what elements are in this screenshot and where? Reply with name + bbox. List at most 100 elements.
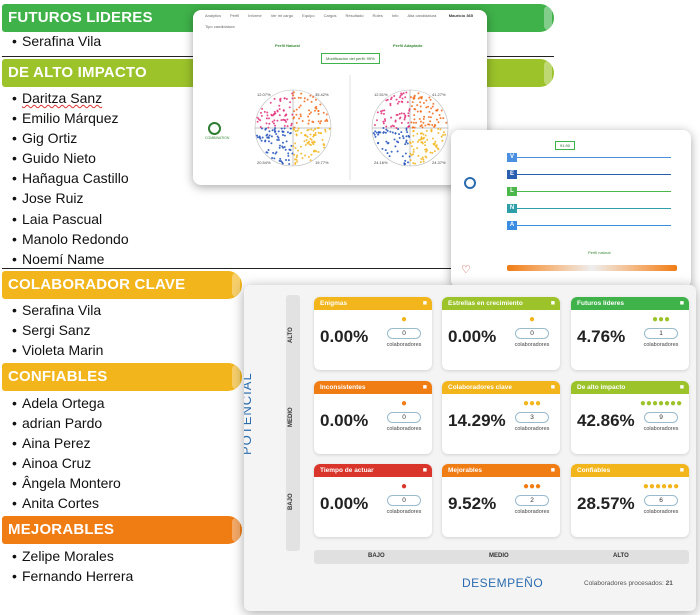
natural-point: [274, 124, 277, 127]
adapted-point: [427, 105, 430, 108]
adapted-point: [390, 116, 393, 119]
adapted-point: [419, 138, 422, 141]
category-header-mejorables: MEJORABLES: [2, 516, 242, 544]
adapted-point: [420, 124, 423, 127]
ninebox-card[interactable]: Confiables ■ 28.57% ●●●●●● 6 colaborador…: [571, 464, 689, 537]
ninebox-card[interactable]: De alto impacto ■ 42.86% ●●●●●●● 9 colab…: [571, 381, 689, 454]
adapted-point: [432, 102, 435, 105]
natural-point: [301, 119, 304, 122]
adapted-point: [404, 143, 407, 146]
natural-point: [308, 143, 311, 146]
adapted-point: [412, 148, 415, 151]
natural-point: [303, 100, 306, 103]
adapted-point: [407, 134, 410, 137]
heart-icon: ♡: [461, 264, 471, 276]
menu-item[interactable]: Info: [391, 13, 399, 18]
ninebox-card[interactable]: Estrellas en crecimiento ■ 0.00% ● 0 col…: [442, 297, 560, 370]
adapted-point: [429, 98, 432, 101]
natural-point: [292, 145, 295, 148]
card-title: Mejorables: [448, 467, 482, 474]
natural-point: [288, 106, 291, 109]
adapted-point: [411, 140, 414, 143]
natural-point: [278, 108, 281, 111]
adapted-point: [406, 142, 409, 145]
natural-point: [287, 159, 290, 162]
natural-point: [260, 114, 263, 117]
natural-point: [292, 91, 295, 94]
people-icon: ●●●: [522, 398, 542, 409]
ninebox-card[interactable]: Colaboradores clave ■ 14.29% ●●● 3 colab…: [442, 381, 560, 454]
natural-point: [293, 116, 296, 119]
natural-point: [294, 162, 297, 165]
natural-point: [295, 133, 298, 136]
natural-point: [295, 108, 298, 111]
card-count: 0: [387, 328, 421, 339]
adapted-point: [389, 102, 392, 105]
menu-item[interactable]: Roles: [372, 13, 383, 18]
modification-badge: Modificación del perfil: 95%: [321, 53, 380, 64]
adapted-point: [403, 112, 406, 115]
menu-item[interactable]: Alta candidatura: [407, 13, 437, 18]
natural-title: Perfil Natural: [275, 43, 300, 48]
menu-item[interactable]: Cargos: [323, 13, 337, 18]
adapted-point: [400, 112, 403, 115]
card-title: Futuros líderes: [577, 300, 624, 307]
menu-item[interactable]: Analytics: [205, 13, 222, 18]
adapted-point: [386, 152, 389, 155]
card-percentage: 0.00%: [320, 327, 369, 346]
menu-item[interactable]: Informe: [248, 13, 262, 18]
ninebox-card[interactable]: Mejorables ■ 9.52% ●●● 2 colaboradores: [442, 464, 560, 537]
list-item: Ângela Montero: [12, 473, 121, 493]
menu-item[interactable]: Equipo: [302, 13, 315, 18]
adapted-point: [408, 155, 411, 158]
adapted-point: [422, 117, 425, 120]
adapted-point: [444, 133, 447, 136]
adapted-point: [431, 105, 434, 108]
natural-point: [267, 136, 270, 139]
menu-item[interactable]: Ver mi cargo: [270, 13, 294, 18]
ninebox-card[interactable]: Inconsistentes ■ 0.00% ● 0 colaboradores: [314, 381, 432, 454]
adapted-point: [442, 134, 445, 137]
adapted-point: [390, 96, 393, 99]
natural-point: [267, 126, 270, 129]
menu-item[interactable]: Perfil: [230, 13, 240, 18]
adapted-point: [403, 116, 406, 119]
adapted-point: [389, 130, 392, 133]
natural-point: [266, 111, 269, 114]
card-count: 0: [387, 495, 421, 506]
natural-point: [285, 98, 288, 101]
card-percentage: 0.00%: [320, 494, 369, 513]
card-count: 1: [644, 328, 678, 339]
adapted-point: [426, 138, 429, 141]
natural-point: [287, 152, 290, 155]
natural-point: [258, 135, 261, 138]
menu-item[interactable]: Resultado: [345, 13, 364, 18]
natural-point: [289, 127, 292, 130]
natural-point: [297, 127, 300, 130]
natural-point: [266, 133, 269, 136]
adapted-point: [389, 104, 392, 107]
natural-point: [268, 117, 271, 120]
adapted-point: [405, 128, 408, 131]
adapted-point: [412, 134, 415, 137]
adapted-point: [403, 118, 406, 121]
natural-point: [264, 140, 267, 143]
adapted-point: [412, 129, 415, 132]
adapted-point: [405, 91, 408, 94]
list-item: Guido Nieto: [12, 148, 96, 168]
natural-point: [274, 152, 277, 155]
list-item: Noemí Name: [12, 249, 105, 269]
adapted-point: [425, 106, 428, 109]
card-header: Inconsistentes ■: [314, 381, 432, 394]
natural-point: [300, 92, 303, 95]
natural-point: [283, 146, 286, 149]
adapted-point: [384, 131, 387, 134]
natural-point: [319, 103, 322, 106]
category-header-colaborador-clave: COLABORADOR CLAVE: [2, 271, 242, 299]
ninebox-card[interactable]: Tiempo de actuar ■ 0.00% ● 0 colaborador…: [314, 464, 432, 537]
adapted-point: [433, 150, 436, 153]
ninebox-card[interactable]: Enigmas ■ 0.00% ● 0 colaboradores: [314, 297, 432, 370]
ninebox-card[interactable]: Futuros líderes ■ 4.76% ●●● 1 colaborado…: [571, 297, 689, 370]
adapted-point: [397, 128, 400, 131]
adapted-point: [385, 140, 388, 143]
